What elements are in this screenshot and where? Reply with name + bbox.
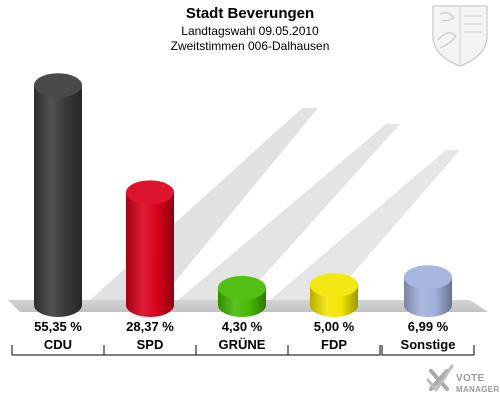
bar-top	[310, 273, 358, 298]
category-label-sonstige: Sonstige	[401, 337, 456, 352]
category-label-fdp: FDP	[321, 337, 347, 352]
bar-top	[404, 265, 452, 290]
value-label-cdu: 55,35 %	[34, 319, 82, 334]
bar-cdu	[34, 73, 82, 317]
chart-subtitle-line-2: Zweitstimmen 006-Dalhausen	[171, 39, 330, 53]
bar-sonstige	[404, 265, 452, 317]
bar-spd	[126, 180, 174, 317]
value-label-gr-ne: 4,30 %	[222, 319, 263, 334]
logo-text-vote: VOTE	[456, 373, 484, 384]
category-label-gr-ne: GRÜNE	[219, 337, 266, 352]
chart-subtitle-line-1: Landtagswahl 09.05.2010	[181, 24, 319, 38]
bar-fdp	[310, 273, 358, 317]
value-label-spd: 28,37 %	[126, 319, 174, 334]
category-label-spd: SPD	[137, 337, 164, 352]
bar-top	[218, 275, 266, 300]
value-label-fdp: 5,00 %	[314, 319, 355, 334]
bar-top	[34, 73, 82, 98]
bar-body	[126, 192, 174, 317]
labels-layer: 55,35 % CDU 28,37 % SPD 4,30 % GRÜNE 5,00 % FDP…	[34, 319, 455, 352]
bar-top	[126, 180, 174, 205]
value-label-sonstige: 6,99 %	[408, 319, 449, 334]
bar-gr-ne	[218, 275, 266, 317]
chart-title: Stadt Beverungen	[186, 5, 314, 22]
axis-bracket-sonstige	[381, 345, 475, 356]
bars-layer	[34, 73, 452, 317]
logo-text-manager: MANAGER	[456, 385, 499, 394]
category-axis	[11, 345, 475, 356]
category-label-cdu: CDU	[44, 337, 72, 352]
axis-bracket-fdp	[287, 345, 381, 356]
bar-body	[34, 85, 82, 317]
vote-manager-logo: VOTE MANAGER	[426, 364, 499, 394]
coat-of-arms-icon	[432, 5, 488, 67]
